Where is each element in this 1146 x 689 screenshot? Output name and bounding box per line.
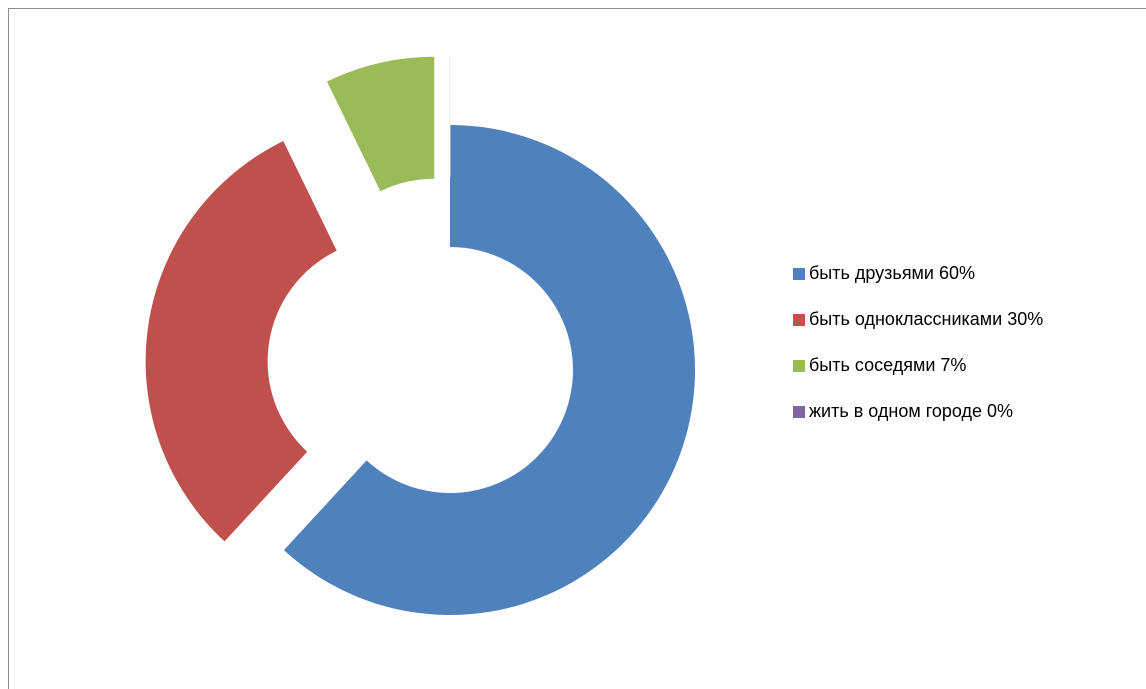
legend-label-same-city: жить в одном городе 0% xyxy=(809,401,1014,421)
legend: быть друзьями 60% быть одноклассниками 3… xyxy=(793,262,1043,446)
legend-swatch-same-city xyxy=(793,405,805,418)
slice-neighbors xyxy=(326,56,435,192)
legend-item-classmates: быть одноклассниками 30% xyxy=(793,308,1043,331)
legend-item-neighbors: быть соседями 7% xyxy=(793,354,1043,377)
legend-swatch-classmates xyxy=(793,313,805,326)
slice-classmates xyxy=(145,141,337,542)
legend-swatch-neighbors xyxy=(793,359,805,372)
legend-label-neighbors: быть соседями 7% xyxy=(809,355,967,375)
legend-swatch-friends xyxy=(793,267,805,280)
legend-item-friends: быть друзьями 60% xyxy=(793,262,1043,285)
legend-item-same-city: жить в одном городе 0% xyxy=(793,400,1043,423)
legend-label-classmates: быть одноклассниками 30% xyxy=(809,309,1044,329)
donut-chart xyxy=(145,55,695,615)
slice-friends xyxy=(283,125,695,615)
legend-label-friends: быть друзьями 60% xyxy=(809,263,976,283)
